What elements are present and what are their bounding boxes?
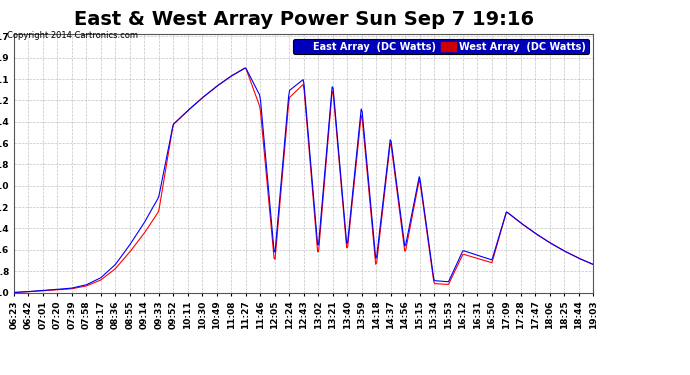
Legend: East Array  (DC Watts), West Array  (DC Watts): East Array (DC Watts), West Array (DC Wa… [293, 39, 589, 54]
Title: East & West Array Power Sun Sep 7 19:16: East & West Array Power Sun Sep 7 19:16 [74, 10, 533, 29]
Text: Copyright 2014 Cartronics.com: Copyright 2014 Cartronics.com [7, 30, 138, 39]
